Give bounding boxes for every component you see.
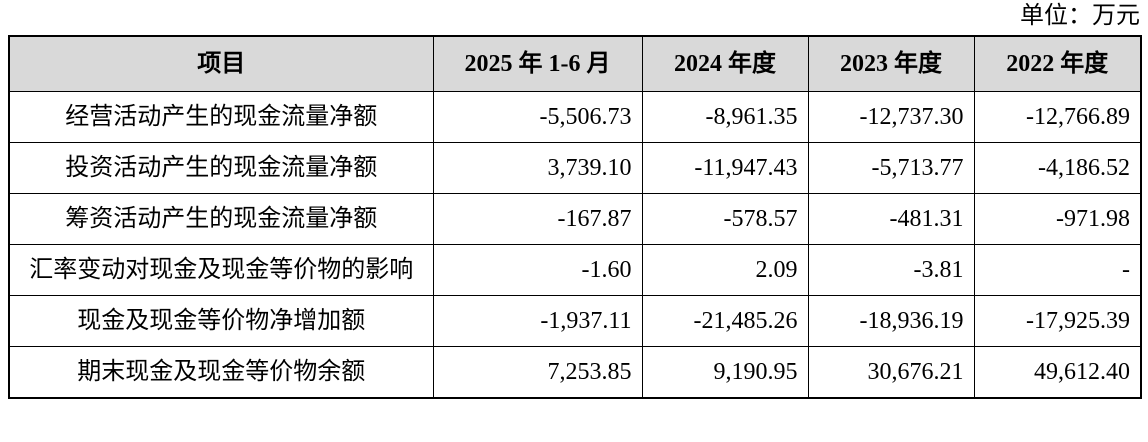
value-cell: 30,676.21 xyxy=(807,346,975,399)
unit-label: 单位：万元 xyxy=(1020,3,1140,29)
value-cell: 49,612.40 xyxy=(973,346,1142,399)
value-cell: -4,186.52 xyxy=(973,142,1142,194)
row-label: 汇率变动对现金及现金等价物的影响 xyxy=(8,244,434,296)
value-cell: 7,253.85 xyxy=(432,346,643,399)
table-row: 投资活动产生的现金流量净额 3,739.10 -11,947.43 -5,713.77… xyxy=(8,142,1142,194)
value-cell: -12,737.30 xyxy=(807,91,975,143)
header-row: 项目 2025 年 1-6 月 2024 年度 2023 年度 2022 年度 xyxy=(8,35,1142,92)
row-label: 投资活动产生的现金流量净额 xyxy=(8,142,434,194)
value-cell: -578.57 xyxy=(641,193,809,245)
value-cell: -21,485.26 xyxy=(641,295,809,347)
value-cell: -1.60 xyxy=(432,244,643,296)
value-cell: -11,947.43 xyxy=(641,142,809,194)
header-cell: 2024 年度 xyxy=(641,35,809,92)
value-cell: -5,713.77 xyxy=(807,142,975,194)
header-cell: 项目 xyxy=(8,35,434,92)
value-cell: -12,766.89 xyxy=(973,91,1142,143)
table-row: 现金及现金等价物净增加额 -1,937.11 -21,485.26 -18,936.1… xyxy=(8,295,1142,347)
value-cell: -3.81 xyxy=(807,244,975,296)
value-cell: -1,937.11 xyxy=(432,295,643,347)
value-cell: -167.87 xyxy=(432,193,643,245)
row-label: 筹资活动产生的现金流量净额 xyxy=(8,193,434,245)
value-cell: -17,925.39 xyxy=(973,295,1142,347)
value-cell: -481.31 xyxy=(807,193,975,245)
value-cell: 2.09 xyxy=(641,244,809,296)
table-row: 经营活动产生的现金流量净额 -5,506.73 -8,961.35 -12,737.3… xyxy=(8,91,1142,143)
value-cell: -971.98 xyxy=(973,193,1142,245)
header-cell: 2023 年度 xyxy=(807,35,975,92)
value-cell: -5,506.73 xyxy=(432,91,643,143)
row-label: 期末现金及现金等价物余额 xyxy=(8,346,434,399)
header-cell: 2025 年 1-6 月 xyxy=(432,35,643,92)
value-cell: 9,190.95 xyxy=(641,346,809,399)
table-body: 经营活动产生的现金流量净额 -5,506.73 -8,961.35 -12,737.3… xyxy=(8,91,1142,399)
row-label: 现金及现金等价物净增加额 xyxy=(8,295,434,347)
value-cell: -8,961.35 xyxy=(641,91,809,143)
table-row: 筹资活动产生的现金流量净额 -167.87 -578.57 -481.31 -971.9… xyxy=(8,193,1142,245)
table-row: 汇率变动对现金及现金等价物的影响 -1.60 2.09 -3.81- xyxy=(8,244,1142,296)
table-head: 项目 2025 年 1-6 月 2024 年度 2023 年度 2022 年度 xyxy=(8,35,1142,92)
value-cell: -18,936.19 xyxy=(807,295,975,347)
value-cell: - xyxy=(973,244,1142,296)
table-row: 期末现金及现金等价物余额 7,253.85 9,190.95 30,676.21 49,… xyxy=(8,346,1142,399)
row-label: 经营活动产生的现金流量净额 xyxy=(8,91,434,143)
value-cell: 3,739.10 xyxy=(432,142,643,194)
header-cell: 2022 年度 xyxy=(973,35,1142,92)
cash-flow-table: 项目 2025 年 1-6 月 2024 年度 2023 年度 2022 年度 经营活动… xyxy=(8,35,1142,399)
